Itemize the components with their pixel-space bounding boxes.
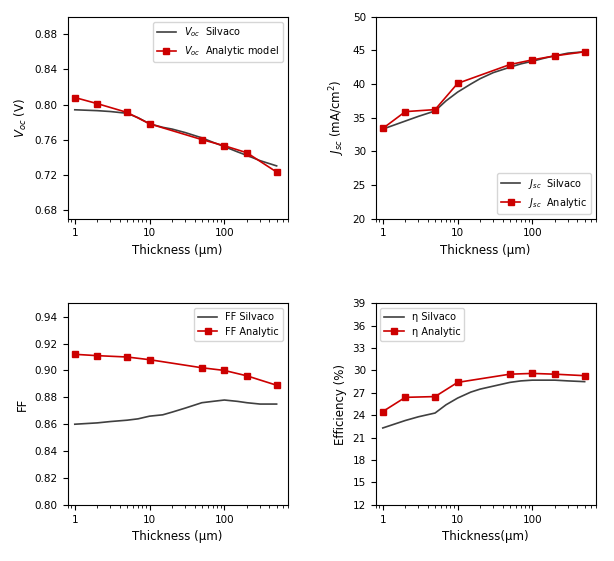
Legend: FF Silvaco, FF Analytic: FF Silvaco, FF Analytic [194,308,282,341]
Y-axis label: $V_{oc}$ (V): $V_{oc}$ (V) [13,98,29,137]
Legend: η Silvaco, η Analytic: η Silvaco, η Analytic [381,308,464,341]
Y-axis label: FF: FF [16,397,29,411]
Legend: $J_{sc}$  Silvaco, $J_{sc}$  Analytic: $J_{sc}$ Silvaco, $J_{sc}$ Analytic [497,173,591,214]
X-axis label: Thickness(μm): Thickness(μm) [442,530,529,543]
Legend: $V_{oc}$  Silvaco, $V_{oc}$  Analytic model: $V_{oc}$ Silvaco, $V_{oc}$ Analytic mode… [153,22,282,62]
X-axis label: Thickness (μm): Thickness (μm) [133,244,223,257]
X-axis label: Thickness (μm): Thickness (μm) [440,244,530,257]
Y-axis label: $J_{sc}$ (mA/cm$^2$): $J_{sc}$ (mA/cm$^2$) [327,80,347,155]
X-axis label: Thickness (μm): Thickness (μm) [133,530,223,543]
Y-axis label: Efficiency (%): Efficiency (%) [334,364,347,444]
